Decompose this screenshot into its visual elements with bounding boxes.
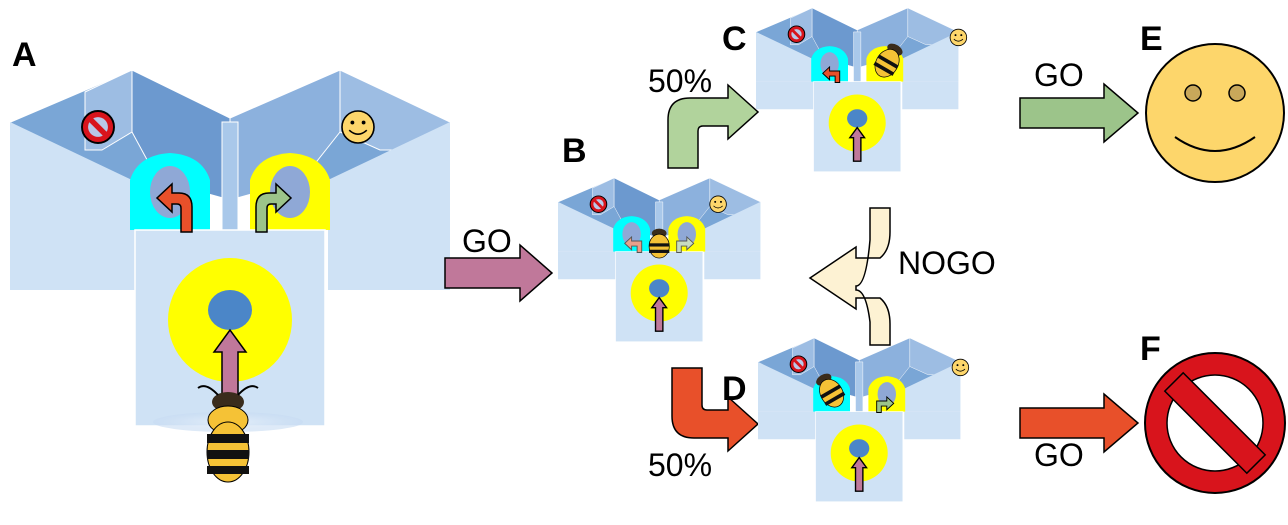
go-arrow-a-b (444, 243, 554, 303)
panel-label-e: E (1140, 20, 1163, 58)
panel-a-maze (9, 69, 451, 427)
panel-c-maze (755, 7, 967, 173)
go-arrow-c-e (1019, 82, 1140, 144)
left-turn-arrow (155, 182, 193, 233)
nogo-label: NOGO (898, 245, 996, 281)
no-entry-icon (590, 196, 607, 213)
go-label-a-b: GO (462, 223, 512, 259)
panel-label-c: C (722, 20, 747, 58)
arrow-b-d (671, 367, 760, 453)
go-arrow-d-f (1019, 392, 1140, 454)
no-entry-icon (1144, 352, 1286, 494)
smiley-icon (342, 111, 374, 143)
percent-label-up: 50% (648, 63, 712, 99)
arrow-b-c (667, 83, 760, 169)
smiley-icon (952, 359, 969, 376)
nogo-arrow (808, 207, 891, 346)
panel-label-f: F (1140, 330, 1161, 368)
panel-label-b: B (562, 132, 587, 170)
go-label-d-f: GO (1034, 437, 1084, 473)
no-entry-icon (82, 111, 114, 143)
panel-label-d: D (722, 370, 747, 408)
smiley-icon (710, 196, 727, 213)
right-turn-arrow (255, 182, 293, 233)
smiley-icon (950, 29, 967, 46)
no-entry-icon (788, 26, 805, 43)
no-entry-icon (790, 356, 807, 373)
panel-b-maze (557, 177, 761, 343)
percent-label-down: 50% (648, 447, 712, 483)
go-label-c-e: GO (1034, 57, 1084, 93)
smiley-icon (1145, 43, 1285, 183)
bee-icon (153, 385, 303, 483)
panel-d-maze (757, 337, 969, 503)
panel-label-a: A (12, 36, 37, 74)
